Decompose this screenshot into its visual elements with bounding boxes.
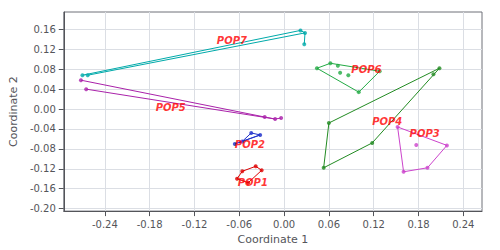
svg-text:POP7: POP7 xyxy=(217,35,247,46)
svg-text:-0.08: -0.08 xyxy=(30,143,56,154)
svg-text:0.12: 0.12 xyxy=(34,44,56,55)
svg-text:-0.12: -0.12 xyxy=(182,219,208,230)
svg-text:Coordinate 1: Coordinate 1 xyxy=(237,233,308,246)
svg-text:-0.18: -0.18 xyxy=(137,219,163,230)
svg-text:POP3: POP3 xyxy=(410,128,440,139)
svg-text:0.00: 0.00 xyxy=(34,104,56,115)
svg-text:-0.06: -0.06 xyxy=(226,219,252,230)
svg-text:-0.20: -0.20 xyxy=(30,203,56,214)
svg-text:-0.04: -0.04 xyxy=(30,123,56,134)
svg-text:0.08: 0.08 xyxy=(34,64,56,75)
svg-text:0.24: 0.24 xyxy=(452,219,474,230)
svg-text:POP4: POP4 xyxy=(372,116,402,127)
svg-text:POP6: POP6 xyxy=(351,64,381,75)
svg-text:0.06: 0.06 xyxy=(318,219,340,230)
svg-text:0.12: 0.12 xyxy=(363,219,385,230)
svg-text:POP2: POP2 xyxy=(235,139,265,150)
svg-text:-0.16: -0.16 xyxy=(30,183,56,194)
svg-text:Coordinate 2: Coordinate 2 xyxy=(7,76,20,147)
svg-text:POP5: POP5 xyxy=(156,102,186,113)
svg-text:0.18: 0.18 xyxy=(407,219,429,230)
svg-text:-0.24: -0.24 xyxy=(92,219,118,230)
svg-text:0.00: 0.00 xyxy=(273,219,295,230)
svg-text:-0.12: -0.12 xyxy=(30,163,56,174)
svg-text:POP1: POP1 xyxy=(238,177,268,188)
svg-text:0.04: 0.04 xyxy=(34,84,56,95)
svg-text:0.16: 0.16 xyxy=(34,24,56,35)
